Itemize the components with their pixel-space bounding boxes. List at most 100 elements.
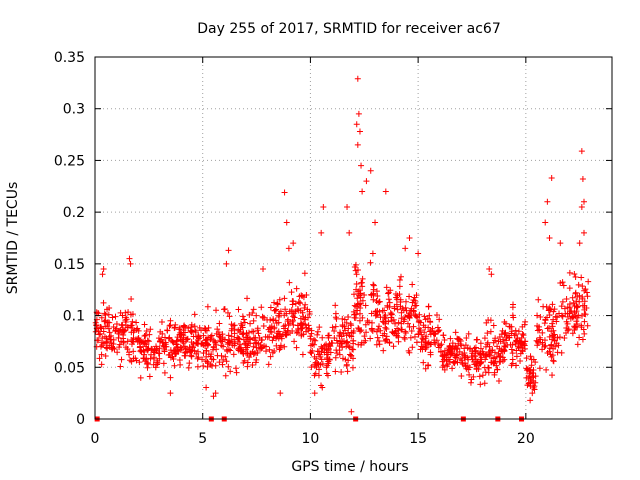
data-point — [393, 296, 400, 303]
data-point — [394, 332, 401, 339]
data-point — [299, 325, 306, 332]
data-point — [488, 271, 495, 278]
data-point — [383, 336, 390, 343]
data-point — [578, 203, 585, 210]
data-point — [223, 358, 230, 365]
data-point — [350, 337, 357, 344]
data-point — [368, 310, 375, 317]
data-point — [165, 335, 172, 342]
data-point — [281, 325, 288, 332]
data-point — [417, 346, 424, 353]
data-point — [326, 356, 333, 363]
data-point — [362, 337, 369, 344]
data-point — [548, 175, 555, 182]
data-point — [101, 318, 108, 325]
data-point — [311, 372, 318, 379]
data-point — [180, 323, 187, 330]
data-point — [503, 337, 510, 344]
data-point — [323, 354, 330, 361]
data-point — [174, 346, 181, 353]
data-point — [562, 310, 569, 317]
data-point — [141, 340, 148, 347]
data-point — [331, 334, 338, 341]
data-point — [244, 295, 251, 302]
x-tick-label: 0 — [91, 431, 100, 447]
data-point — [380, 319, 387, 326]
data-point — [167, 317, 174, 324]
data-point — [347, 320, 354, 327]
data-point — [425, 324, 432, 331]
data-point — [253, 356, 260, 363]
data-point — [150, 349, 157, 356]
data-point — [575, 281, 582, 288]
data-point — [517, 357, 524, 364]
data-point — [416, 325, 423, 332]
data-point — [374, 334, 381, 341]
data-point — [290, 310, 297, 317]
data-point — [120, 339, 127, 346]
data-point — [438, 341, 445, 348]
data-point — [260, 322, 267, 329]
data-point — [550, 358, 557, 365]
data-point — [527, 383, 534, 390]
data-point — [451, 360, 458, 367]
data-point — [447, 335, 454, 342]
data-point — [549, 372, 556, 379]
data-point — [554, 314, 561, 321]
data-point — [216, 331, 223, 338]
data-point — [402, 328, 409, 335]
data-point — [422, 365, 429, 372]
data-point — [315, 361, 322, 368]
data-point — [513, 347, 520, 354]
data-point — [482, 369, 489, 376]
data-point — [127, 311, 134, 318]
data-point — [528, 362, 535, 369]
data-point — [459, 351, 466, 358]
data-point — [557, 240, 564, 247]
data-point — [147, 326, 154, 333]
data-point — [336, 343, 343, 350]
data-point — [265, 326, 272, 333]
data-point — [548, 328, 555, 335]
data-point — [204, 303, 211, 310]
data-point — [411, 333, 418, 340]
data-point — [254, 327, 261, 334]
data-point — [585, 278, 592, 285]
data-point — [143, 355, 150, 362]
data-point — [555, 342, 562, 349]
data-point — [385, 318, 392, 325]
data-point — [361, 292, 368, 299]
data-point — [362, 321, 369, 328]
data-point — [99, 271, 106, 278]
data-point — [370, 281, 377, 288]
data-point — [353, 311, 360, 318]
data-point — [557, 280, 564, 287]
axis-ticks: 0 0.05 0.1 0.15 0.2 0.25 0.3 0.35 0 5 10 15 20 — [54, 50, 612, 447]
data-point — [413, 313, 420, 320]
data-point — [518, 341, 525, 348]
data-point — [536, 365, 543, 372]
data-point — [499, 336, 506, 343]
data-point — [286, 320, 293, 327]
data-point — [267, 316, 274, 323]
data-point — [208, 356, 215, 363]
data-point — [311, 390, 318, 397]
data-point — [559, 313, 566, 320]
data-point — [109, 314, 116, 321]
data-point — [329, 340, 336, 347]
data-point — [466, 371, 473, 378]
data-point — [522, 318, 529, 325]
data-point — [354, 141, 361, 148]
data-point — [509, 356, 516, 363]
data-point — [465, 330, 472, 337]
data-point — [388, 317, 395, 324]
data-point — [584, 322, 591, 329]
data-point — [204, 363, 211, 370]
data-point — [343, 338, 350, 345]
data-point — [354, 75, 361, 82]
data-point — [464, 362, 471, 369]
data-point — [307, 335, 314, 342]
data-point — [240, 316, 247, 323]
data-point — [573, 318, 580, 325]
